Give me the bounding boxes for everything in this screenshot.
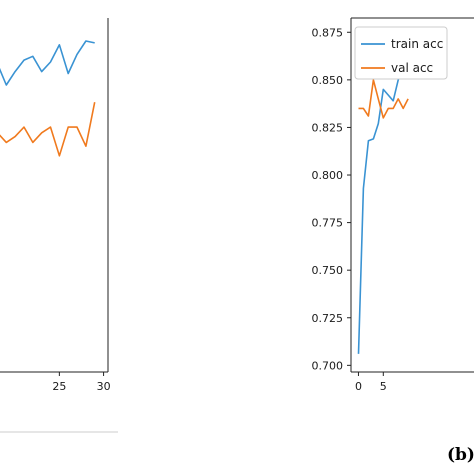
y-tick-label: 0.850 — [312, 74, 344, 87]
y-tick-label: 0.750 — [312, 264, 344, 277]
x-tick-label: 30 — [97, 380, 111, 393]
y-tick-label: 0.775 — [312, 217, 344, 230]
x-tick-label: 5 — [380, 380, 387, 393]
y-tick-label: 0.700 — [312, 359, 344, 372]
y-tick-label: 0.875 — [312, 26, 344, 39]
val-legend-label: val acc — [391, 61, 433, 75]
legend: train acc val acc — [354, 26, 448, 80]
y-tick-label: 0.725 — [312, 312, 344, 325]
panel-caption-b: (b) — [447, 445, 474, 465]
x-tick-label: 0 — [355, 380, 362, 393]
y-tick-label: 0.825 — [312, 121, 344, 134]
train-series-line — [357, 65, 409, 354]
train-series-line — [0, 40, 95, 86]
left-chart-panel: 25 30 — [0, 18, 111, 393]
x-tick-label: 25 — [52, 380, 66, 393]
legend-box — [354, 26, 448, 80]
series-layer — [357, 65, 409, 354]
val-series-line — [358, 79, 409, 119]
train-legend-label: train acc — [391, 37, 443, 51]
right-chart-panel: 0 5 0.700 0.725 0.750 0.775 0.800 0.825 0.850 0.8… — [312, 17, 474, 393]
series-layer — [0, 40, 96, 157]
val-series-line — [0, 102, 96, 157]
y-tick-label: 0.800 — [312, 169, 344, 182]
